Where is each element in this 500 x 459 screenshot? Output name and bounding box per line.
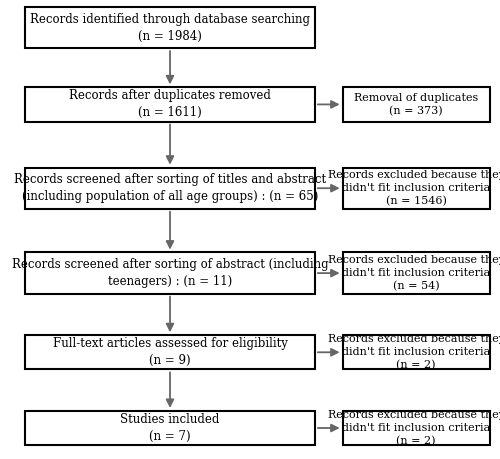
Text: Records screened after sorting of titles and abstract
(including population of a: Records screened after sorting of titles…: [14, 173, 326, 203]
FancyBboxPatch shape: [342, 168, 490, 209]
FancyBboxPatch shape: [25, 252, 315, 294]
Text: Studies included
(n = 7): Studies included (n = 7): [120, 413, 220, 443]
FancyBboxPatch shape: [25, 87, 315, 122]
Text: Removal of duplicates
(n = 373): Removal of duplicates (n = 373): [354, 93, 478, 116]
FancyBboxPatch shape: [25, 411, 315, 445]
FancyBboxPatch shape: [342, 252, 490, 294]
FancyBboxPatch shape: [25, 168, 315, 209]
FancyBboxPatch shape: [25, 335, 315, 369]
FancyBboxPatch shape: [342, 335, 490, 369]
Text: Records after duplicates removed
(n = 1611): Records after duplicates removed (n = 16…: [69, 90, 271, 119]
Text: Records screened after sorting of abstract (including
teenagers) : (n = 11): Records screened after sorting of abstra…: [12, 258, 328, 288]
Text: Full-text articles assessed for eligibility
(n = 9): Full-text articles assessed for eligibil…: [52, 337, 288, 367]
FancyBboxPatch shape: [25, 7, 315, 48]
FancyBboxPatch shape: [342, 411, 490, 445]
Text: Records excluded because they
didn't fit inclusion criteria
(n = 54): Records excluded because they didn't fit…: [328, 255, 500, 291]
Text: Records excluded because they
didn't fit inclusion criteria
(n = 1546): Records excluded because they didn't fit…: [328, 170, 500, 207]
FancyBboxPatch shape: [342, 87, 490, 122]
Text: Records excluded because they
didn't fit inclusion criteria
(n = 2): Records excluded because they didn't fit…: [328, 334, 500, 371]
Text: Records identified through database searching
(n = 1984): Records identified through database sear…: [30, 12, 310, 43]
Text: Records excluded because they
didn't fit inclusion criteria
(n = 2): Records excluded because they didn't fit…: [328, 409, 500, 447]
